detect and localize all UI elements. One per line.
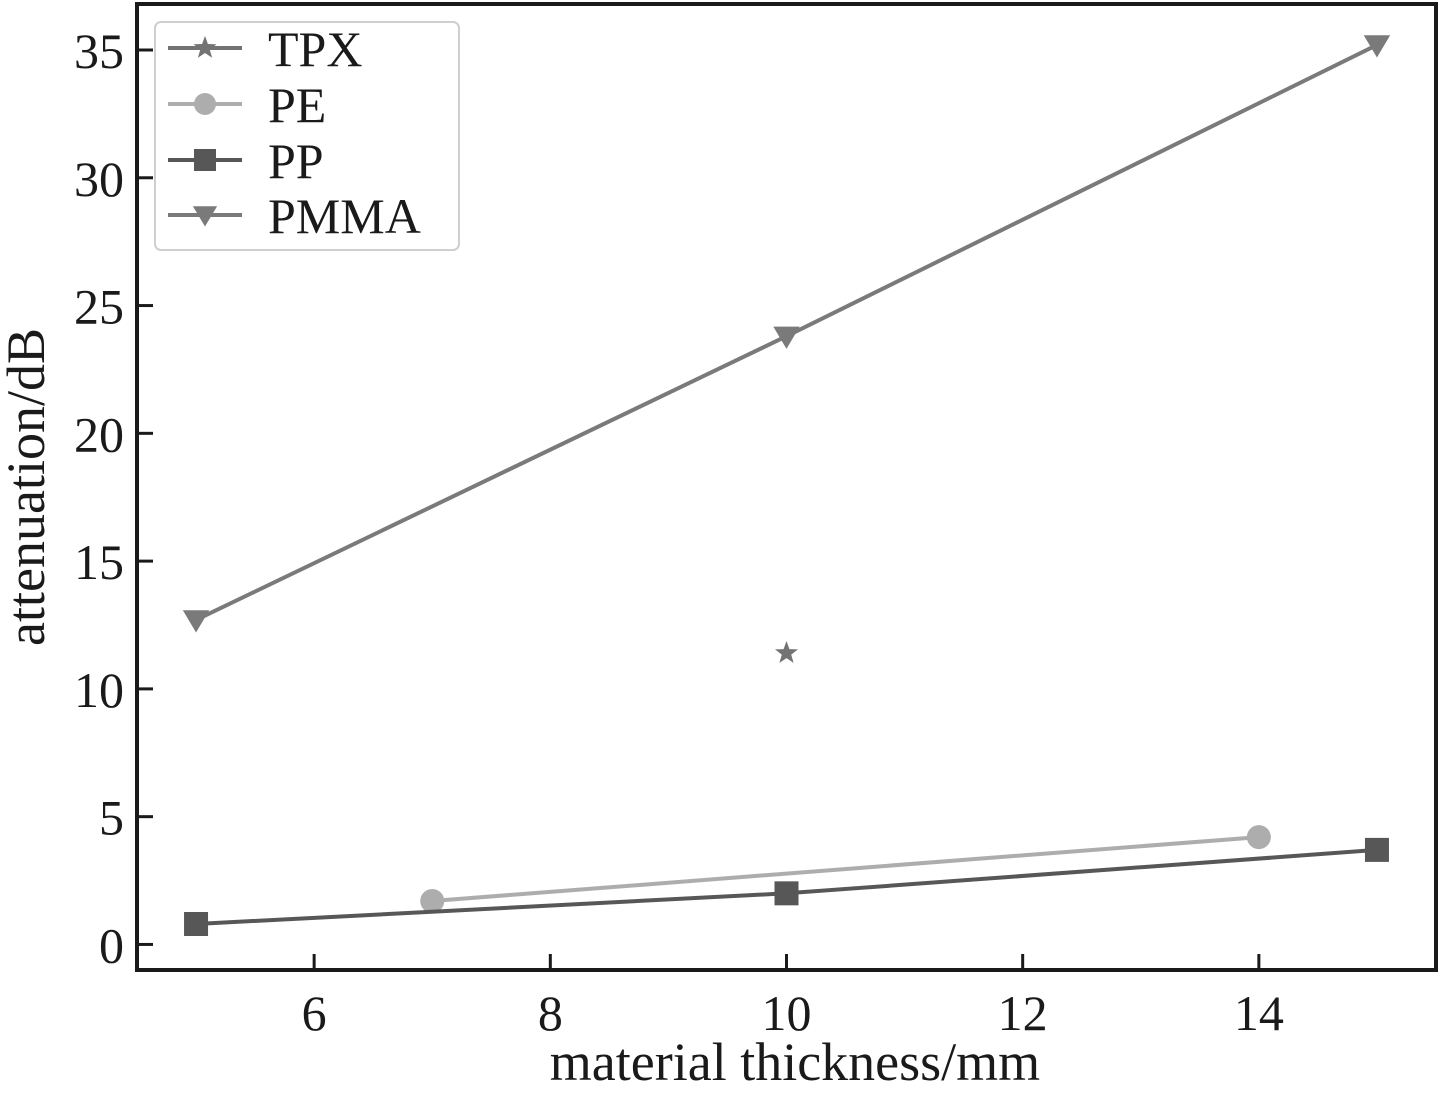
x-tick-label: 8 xyxy=(538,985,563,1041)
y-tick-label: 30 xyxy=(74,151,124,207)
y-tick-label: 5 xyxy=(99,790,124,846)
y-axis: 0 5 10 15 20 25 30 35 xyxy=(74,23,153,973)
legend-marker xyxy=(193,35,217,58)
series-tpx xyxy=(775,641,798,663)
x-tick-label: 12 xyxy=(998,985,1048,1041)
legend-marker xyxy=(194,93,216,115)
legend-entry-tpx: TPX xyxy=(168,21,362,77)
legend-marker xyxy=(192,206,218,227)
y-tick-label: 0 xyxy=(99,917,124,973)
y-tick-label: 15 xyxy=(74,534,124,590)
legend-entry-pe: PE xyxy=(168,77,326,133)
legend-marker xyxy=(194,149,216,171)
data-point-tpx xyxy=(775,641,798,663)
legend-label: PE xyxy=(268,77,326,133)
series-pmma xyxy=(182,35,1391,633)
x-tick-label: 10 xyxy=(762,985,812,1041)
y-tick-label: 25 xyxy=(74,279,124,335)
data-point-pe xyxy=(1246,825,1271,850)
x-axis: 6 8 10 12 14 xyxy=(302,954,1284,1041)
data-point-pp xyxy=(1364,837,1389,862)
y-tick-label: 35 xyxy=(74,23,124,79)
plot-area xyxy=(182,35,1391,936)
x-tick-label: 6 xyxy=(302,985,327,1041)
legend-entry-pp: PP xyxy=(168,133,324,189)
series-line-pe xyxy=(432,835,1260,903)
data-point-pp xyxy=(774,881,799,906)
x-axis-label: material thickness/mm xyxy=(550,1032,1040,1092)
data-point-pmma xyxy=(1363,35,1391,58)
legend-label: PP xyxy=(268,133,324,189)
legend-entry-pmma: PMMA xyxy=(168,188,421,244)
y-axis-label: attenuation/dB xyxy=(0,328,56,646)
data-point-pe xyxy=(420,889,445,913)
data-point-pp xyxy=(184,912,209,936)
y-tick-label: 20 xyxy=(74,406,124,462)
legend-label: TPX xyxy=(268,21,362,77)
data-point-pmma xyxy=(182,610,210,633)
legend-label: PMMA xyxy=(268,188,421,244)
legend-box xyxy=(154,21,460,251)
data-point-pmma xyxy=(773,326,800,349)
series-pp xyxy=(184,837,1389,936)
x-tick-label: 14 xyxy=(1234,985,1284,1041)
series-pe xyxy=(420,825,1271,913)
y-tick-label: 10 xyxy=(74,662,124,718)
